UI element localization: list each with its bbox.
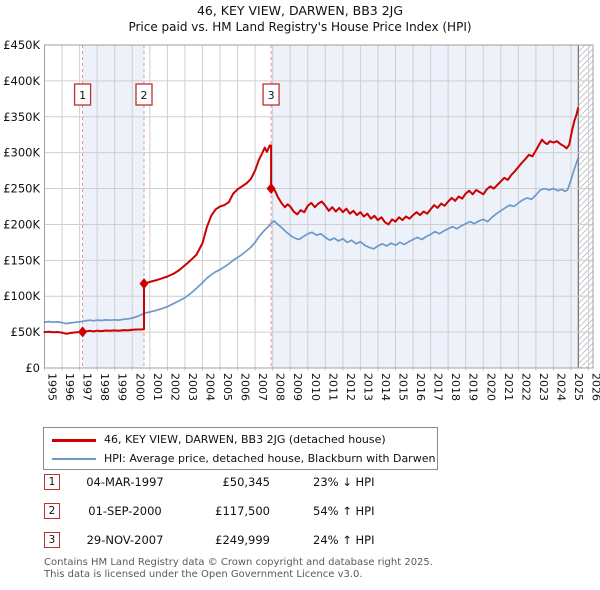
sale-number-boxes: 1 2 3	[73, 83, 280, 106]
x-tick-label: 1998	[98, 373, 111, 401]
y-tick-label: £250K	[3, 182, 40, 196]
x-tick-label: 2004	[203, 373, 216, 401]
transaction-number: 2	[44, 503, 60, 519]
x-tick-label: 1999	[116, 373, 129, 401]
x-tick-label: 2003	[186, 373, 199, 401]
footer: Contains HM Land Registry data © Crown c…	[44, 557, 433, 580]
transaction-row: 3 29-NOV-2007 £249,999 24% ↑ HPI	[0, 532, 600, 550]
transaction-date: 04-MAR-1997	[86, 475, 164, 489]
x-tick-label: 2017	[432, 373, 445, 401]
y-tick-label: £400K	[3, 74, 40, 88]
shaded-bands	[82, 45, 593, 368]
page-subtitle: Price paid vs. HM Land Registry's House …	[128, 20, 472, 34]
transaction-price: £117,500	[215, 504, 270, 518]
data-series	[43, 107, 579, 335]
x-tick-label: 1996	[63, 373, 76, 401]
x-tick-label: 2013	[361, 373, 374, 401]
x-tick-label: 2015	[397, 373, 410, 401]
series-line	[43, 107, 579, 335]
x-axis-labels: 1995 1996 1997 1998 1999 2000 2001 2002 2003 2004…	[46, 373, 600, 401]
transaction-price: £249,999	[215, 533, 270, 547]
transaction-number: 3	[44, 532, 60, 548]
y-tick-label: £450K	[3, 38, 40, 52]
transaction-hpi-delta: 54% ↑ HPI	[313, 504, 375, 518]
plot-frame	[44, 44, 594, 369]
x-tick-label: 2020	[484, 373, 497, 401]
transaction-date: 01-SEP-2000	[88, 504, 162, 518]
x-tick-label: 2024	[554, 373, 567, 401]
sale-number-label: 1	[79, 89, 86, 102]
y-tick-label: £200K	[3, 217, 40, 231]
x-tick-label: 2007	[256, 373, 269, 401]
y-axis-labels: £450K £400K £350K £300K £250K £200K £150K £100K…	[3, 38, 40, 375]
future-band-hatch	[578, 45, 593, 368]
sale-diamond-3	[266, 183, 276, 195]
x-tick-label: 2023	[537, 373, 550, 401]
transaction-price: £50,345	[222, 475, 270, 489]
x-tick-label: 2000	[133, 373, 146, 401]
x-tick-label: 2011	[326, 373, 339, 401]
legend-label: HPI: Average price, detached house, Blac…	[104, 452, 436, 465]
legend: 46, KEY VIEW, DARWEN, BB3 2JG (detached …	[43, 427, 438, 470]
transaction-date: 29-NOV-2007	[86, 533, 164, 547]
transaction-number: 1	[44, 474, 60, 490]
sale-number-label: 3	[268, 89, 275, 102]
y-tick-label: £0	[25, 361, 40, 375]
transaction-hpi-delta: 23% ↓ HPI	[313, 475, 375, 489]
legend-line-swatch	[52, 458, 96, 460]
x-tick-label: 2010	[309, 373, 322, 401]
plot-border	[44, 44, 594, 369]
x-tick-label: 2008	[274, 373, 287, 401]
x-tick-label: 1997	[81, 373, 94, 401]
x-tick-label: 2018	[449, 373, 462, 401]
legend-label: 46, KEY VIEW, DARWEN, BB3 2JG (detached …	[104, 433, 386, 446]
sale-diamond-1	[78, 326, 88, 338]
transaction-hpi-delta: 24% ↑ HPI	[313, 533, 375, 547]
hpi-ownership-band	[82, 45, 145, 368]
transaction-row: 1 04-MAR-1997 £50,345 23% ↓ HPI	[0, 474, 600, 492]
sale-number-box	[73, 83, 92, 106]
x-tick-label: 2002	[168, 373, 181, 401]
series-line	[43, 157, 579, 325]
legend-item: HPI: Average price, detached house, Blac…	[44, 449, 437, 468]
x-tick-label: 2019	[467, 373, 480, 401]
y-tick-label: £50K	[11, 325, 41, 339]
hpi-ownership-band	[271, 45, 579, 368]
x-tick-label: 2016	[414, 373, 427, 401]
y-tick-label: £350K	[3, 110, 40, 124]
y-tick-label: £300K	[3, 146, 40, 160]
sale-number-box	[262, 83, 280, 106]
transaction-row: 2 01-SEP-2000 £117,500 54% ↑ HPI	[0, 503, 600, 521]
x-tick-label: 1995	[46, 373, 59, 401]
x-tick-label: 2006	[239, 373, 252, 401]
x-tick-label: 2014	[379, 373, 392, 401]
y-tick-label: £150K	[3, 253, 40, 267]
footer-licence: This data is licensed under the Open Gov…	[44, 568, 363, 580]
sale-diamond-2	[139, 278, 149, 290]
x-tick-label: 2009	[291, 373, 304, 401]
sale-number-box	[135, 83, 153, 106]
x-tick-label: 2021	[502, 373, 515, 401]
x-tick-label: 2012	[344, 373, 357, 401]
footer-copyright: Contains HM Land Registry data © Crown c…	[44, 557, 433, 568]
sale-markers	[78, 183, 276, 338]
legend-item: 46, KEY VIEW, DARWEN, BB3 2JG (detached …	[44, 430, 437, 449]
page-title: 46, KEY VIEW, DARWEN, BB3 2JG	[196, 3, 404, 18]
legend-line-swatch	[52, 439, 96, 442]
x-tick-label: 2026	[590, 373, 600, 401]
x-tick-label: 2025	[572, 373, 585, 401]
sale-number-label: 2	[141, 89, 148, 102]
x-tick-label: 2001	[151, 373, 164, 401]
x-tick-label: 2022	[519, 373, 532, 401]
x-tick-label: 2005	[221, 373, 234, 401]
y-tick-label: £100K	[3, 289, 40, 303]
